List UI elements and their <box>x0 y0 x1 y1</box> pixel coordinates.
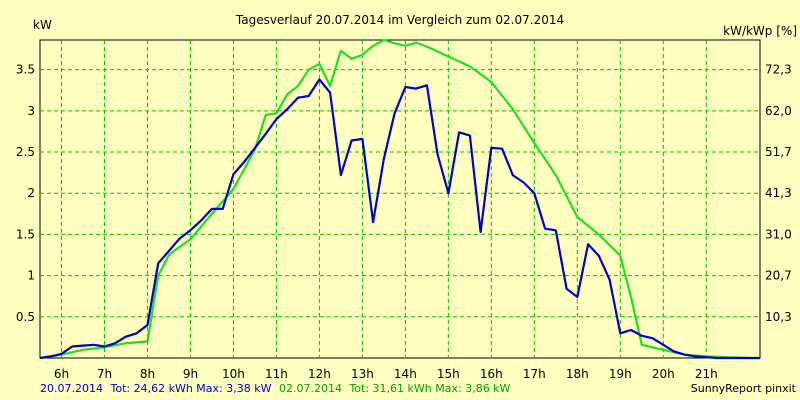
x-tick-label: 7h <box>97 367 112 381</box>
series-line-2 <box>39 38 750 360</box>
x-tick-label: 6h <box>54 367 69 381</box>
y2-tick-label: 20,7 <box>765 269 792 283</box>
x-tick-label: 16h <box>480 367 503 381</box>
x-tick-label: 8h <box>140 367 155 381</box>
x-tick-label: 13h <box>351 367 374 381</box>
plot-frame <box>39 39 761 359</box>
x-tick-label: 15h <box>437 367 460 381</box>
y-tick-label: 2 <box>27 186 35 200</box>
x-tick-label: 20h <box>652 367 675 381</box>
y2-tick-label: 31,0 <box>765 227 792 241</box>
y-tick-label: 3.5 <box>16 63 35 77</box>
x-tick-label: 18h <box>566 367 589 381</box>
x-tick-label: 12h <box>308 367 331 381</box>
footer-series2-date: 02.07.2014 <box>279 382 342 395</box>
x-tick-label: 14h <box>394 367 417 381</box>
y-tick-label: 1 <box>27 269 35 283</box>
tick-labels: 6h 7h 8h 9h 10h 11h 12h 13h 14h 15h 16h 17h 18h 19h 20… <box>16 63 792 381</box>
y-tick-label: 0.5 <box>16 310 35 324</box>
x-tick-label: 21h <box>695 367 718 381</box>
footer-series1-stats: Tot: 24,62 kWh Max: 3,38 kW <box>109 382 271 395</box>
footer-legend: 20.07.2014 Tot: 24,62 kWh Max: 3,38 kW 0… <box>40 382 511 395</box>
y-tick-label: 1.5 <box>16 227 35 241</box>
brand-label: SunnyReport pinxit <box>691 382 797 395</box>
y2-tick-label: 10,3 <box>765 310 792 324</box>
grid <box>39 39 761 359</box>
footer-series1-date: 20.07.2014 <box>40 382 103 395</box>
y2-tick-label: 51,7 <box>765 145 792 159</box>
y-tick-label: 3 <box>27 104 35 118</box>
y-axis-label: kW <box>33 18 52 32</box>
footer-series2-stats: Tot: 31,61 kWh Max: 3,86 kW <box>348 382 510 395</box>
series-lines <box>39 38 760 360</box>
y2-axis-label: kW/kWp [%] <box>723 24 797 38</box>
y2-tick-label: 62,0 <box>765 104 792 118</box>
chart-title: Tagesverlauf 20.07.2014 im Vergleich zum… <box>235 13 564 27</box>
x-tick-label: 17h <box>523 367 546 381</box>
series-line-1 <box>39 78 760 360</box>
y2-tick-label: 41,3 <box>765 186 792 200</box>
y2-tick-label: 72,3 <box>765 63 792 77</box>
x-tick-label: 19h <box>609 367 632 381</box>
x-tick-label: 10h <box>222 367 245 381</box>
x-tick-label: 9h <box>183 367 198 381</box>
y-tick-label: 2.5 <box>16 145 35 159</box>
x-tick-label: 11h <box>265 367 288 381</box>
